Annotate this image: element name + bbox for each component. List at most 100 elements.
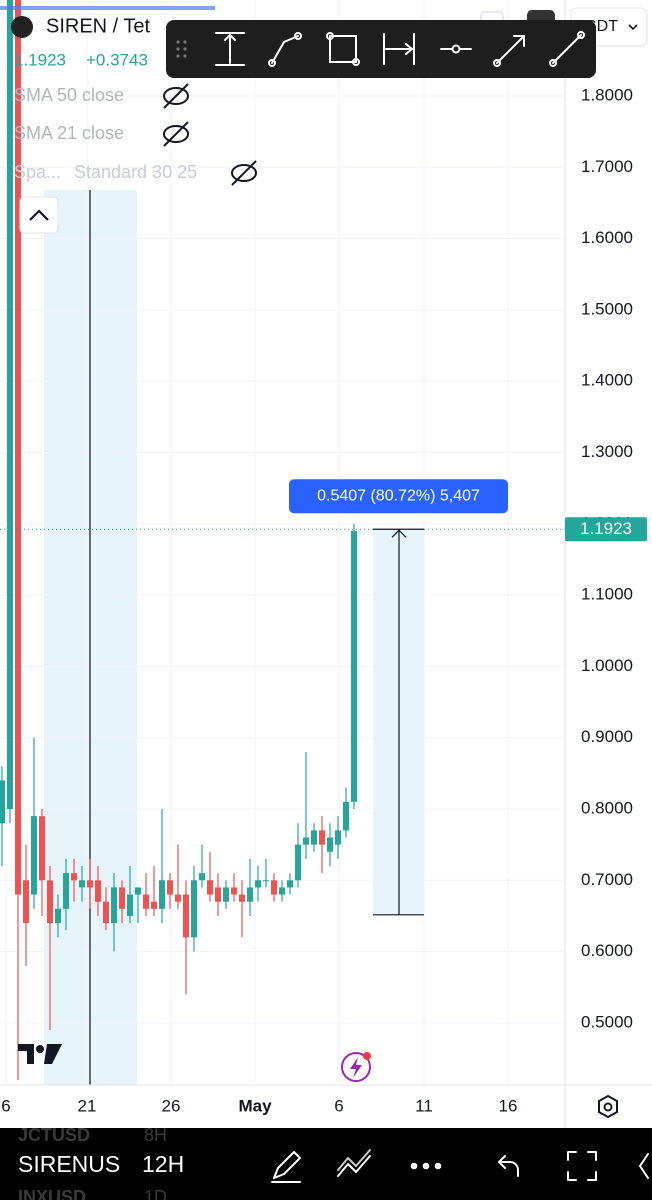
tool-arrow[interactable] xyxy=(493,35,525,67)
more-arrow[interactable] xyxy=(639,1153,649,1179)
indicator-name[interactable]: Spa... xyxy=(14,162,61,182)
candle xyxy=(231,873,237,902)
alert-icon[interactable] xyxy=(341,1052,371,1082)
collapse-button[interactable] xyxy=(19,196,59,234)
candle xyxy=(207,851,213,902)
candle xyxy=(199,844,205,888)
candle-body xyxy=(223,887,229,902)
bottom-interval[interactable]: 12H xyxy=(142,1151,184,1177)
candle xyxy=(247,858,253,916)
tool-price-range[interactable] xyxy=(215,32,245,66)
bottom-symbol[interactable]: SIRENUS xyxy=(18,1151,120,1177)
candle xyxy=(143,873,149,916)
candle-body xyxy=(151,901,157,909)
candle-body xyxy=(215,887,221,902)
candle xyxy=(287,873,293,895)
candle xyxy=(7,0,13,824)
candle xyxy=(31,737,37,909)
time-tick-label: May xyxy=(238,1096,272,1115)
tool-horizontal-ray[interactable] xyxy=(440,44,472,54)
candle xyxy=(0,766,5,867)
last-price-badge xyxy=(565,517,647,542)
candle xyxy=(63,858,69,931)
candle-body xyxy=(87,880,93,888)
undo-button[interactable] xyxy=(498,1155,519,1177)
price-tick-label: 0.8000 xyxy=(581,798,633,817)
measure-arrowhead xyxy=(391,529,407,538)
candle-body xyxy=(303,837,309,845)
eye-off-icon[interactable] xyxy=(163,83,189,109)
tool-rectangle[interactable] xyxy=(326,32,360,66)
chevron-up xyxy=(29,209,49,221)
fullscreen-button[interactable] xyxy=(567,1151,597,1181)
price-tick-label: 1.4000 xyxy=(581,371,633,390)
tool-path[interactable] xyxy=(268,32,302,67)
candle-body xyxy=(255,880,261,888)
candle-body xyxy=(63,873,69,909)
candle xyxy=(151,866,157,916)
candle xyxy=(311,823,317,852)
candle-body xyxy=(47,880,53,924)
header-highlight xyxy=(0,6,215,10)
candle xyxy=(263,858,269,888)
candle xyxy=(319,816,325,874)
drag-handle[interactable] xyxy=(176,40,187,58)
price-tick-label: 0.9000 xyxy=(581,727,633,746)
price-tick-label: 0.6000 xyxy=(581,941,633,960)
candle-body xyxy=(135,887,141,895)
tool-trend-line[interactable] xyxy=(549,31,585,67)
symbol-title[interactable]: SIREN / Tet xyxy=(46,15,151,37)
candle xyxy=(303,751,309,859)
price-tick-label: 1.0000 xyxy=(581,656,633,675)
indicator-name[interactable]: SMA 50 close xyxy=(14,85,124,105)
chevron-down xyxy=(628,24,638,31)
candle xyxy=(87,858,93,909)
candle xyxy=(255,866,261,902)
time-tick-label: 21 xyxy=(78,1096,97,1115)
indicator-settings: Standard 30 25 xyxy=(74,162,197,182)
candle-body xyxy=(95,880,101,902)
candle-body xyxy=(39,816,45,881)
collapse-box xyxy=(19,196,59,234)
hidden-icons xyxy=(163,83,257,186)
candle-body xyxy=(239,894,245,902)
tool-date-range[interactable] xyxy=(383,33,415,65)
indicator-name[interactable]: SMA 21 close xyxy=(14,123,124,143)
candle-body xyxy=(0,780,5,824)
toolbar-bg xyxy=(166,20,596,78)
candle-body xyxy=(15,0,21,895)
eye-off-icon[interactable] xyxy=(163,121,189,147)
candle-body xyxy=(311,830,317,845)
candle xyxy=(279,880,285,902)
tradingview-logo xyxy=(18,1044,62,1064)
indicators-button[interactable] xyxy=(337,1149,371,1177)
more-button[interactable] xyxy=(410,1162,442,1170)
candle xyxy=(295,823,301,888)
measure-label-box xyxy=(289,479,508,514)
settings-button[interactable] xyxy=(598,1094,618,1119)
candle-body xyxy=(55,908,61,924)
price-change: +0.3743 xyxy=(86,50,148,69)
symbol-logo xyxy=(11,16,33,38)
candle xyxy=(223,880,229,909)
candle-body xyxy=(119,887,125,909)
candle-body xyxy=(103,901,109,924)
time-tick-label: 6 xyxy=(334,1096,343,1115)
candle-body xyxy=(343,801,349,831)
candle xyxy=(271,873,277,902)
candle-body xyxy=(207,880,213,895)
candle xyxy=(351,523,357,809)
price-tick-label: 1.6000 xyxy=(581,228,633,247)
candle xyxy=(103,887,109,931)
candle-body xyxy=(79,880,85,888)
candle xyxy=(239,880,245,938)
candle-body xyxy=(279,887,285,895)
eye-off-icon[interactable] xyxy=(231,160,257,186)
candle xyxy=(47,866,53,1031)
price-tick-label: 1.5000 xyxy=(581,299,633,318)
candle xyxy=(183,880,189,995)
ghost-interval: 1D xyxy=(144,1187,167,1200)
candle-body xyxy=(143,894,149,909)
ghost-symbol: JCTUSD xyxy=(18,1125,90,1145)
draw-button[interactable] xyxy=(271,1151,301,1183)
